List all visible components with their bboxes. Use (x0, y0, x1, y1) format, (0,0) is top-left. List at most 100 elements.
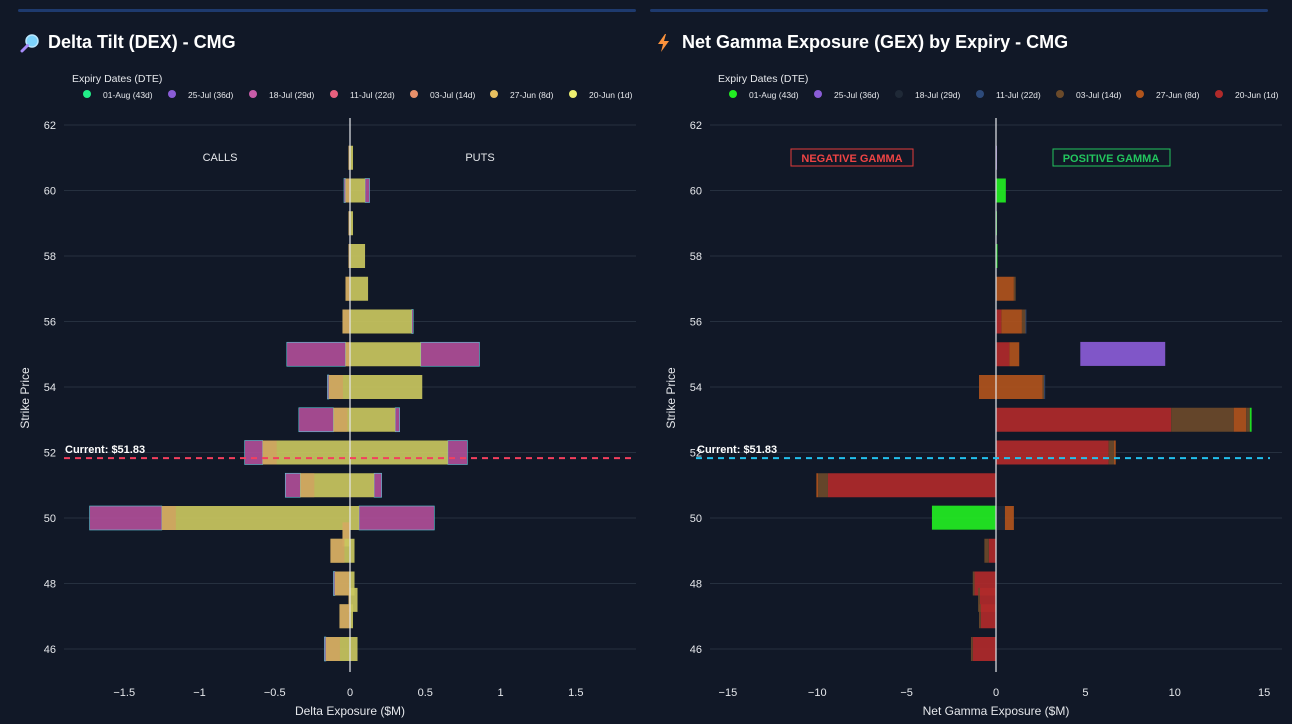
y-axis-label: Strike Price (18, 367, 32, 429)
positive-gamma-annotation: POSITIVE GAMMA (1063, 153, 1160, 165)
bar-calls-edge-3 (348, 244, 350, 268)
bar-segment-14-0 (988, 538, 996, 563)
x-tick-label-6: 15 (1258, 687, 1270, 699)
y-tick-label-60: 60 (44, 186, 56, 198)
negative-gamma-annotation: NEGATIVE GAMMA (801, 153, 902, 165)
x-tick-label-4: 5 (1082, 687, 1088, 699)
positive-gamma-box (1052, 148, 1171, 167)
y-tick-label-62: 62 (690, 120, 702, 132)
bar-puts-16 (350, 604, 354, 629)
bar-segment-16-1 (978, 587, 980, 612)
x-tick-label-0: −1.5 (113, 687, 135, 699)
bar-segment-6-1 (1009, 342, 1020, 367)
legend-marker-6 (569, 90, 577, 98)
bar-segment-18-0 (972, 637, 996, 661)
bar-segment-10-1 (1108, 440, 1114, 465)
bar-segment-10-2 (1113, 440, 1116, 465)
x-tick-label-6: 1.5 (568, 687, 583, 699)
bar-segment-13-0 (931, 505, 996, 530)
bar-calls-edge-2 (348, 211, 350, 236)
dex-chart: Expiry Dates (DTE) 01-Aug (43d) 25-Jul (36… (18, 73, 636, 718)
bar-segment-1-0 (996, 178, 1006, 203)
calls-annotation: CALLS (203, 152, 238, 164)
bar-segment-14-1 (984, 538, 989, 563)
x-tick-label-1: −1 (193, 687, 206, 699)
bar-segment-3-0 (996, 244, 998, 268)
legend-label-6: 20-Jun (1d) (589, 90, 633, 100)
legend-marker-2 (249, 90, 257, 98)
bar-puts-magenta-9 (447, 440, 468, 465)
legend-label-3: 11-Jul (22d) (996, 90, 1041, 100)
bar-segment-12-1 (1004, 506, 1014, 530)
bar-puts-9 (350, 440, 448, 465)
bar-calls-edge-13 (330, 538, 345, 563)
current-price-label: Current: $51.83 (697, 444, 777, 456)
bar-calls-edge-9 (262, 440, 277, 465)
bar-calls-magenta-6 (286, 341, 346, 367)
x-axis-label: Net Gamma Exposure ($M) (923, 704, 1070, 718)
legend-label-2: 18-Jul (29d) (915, 90, 961, 100)
y-tick-label-58: 58 (44, 251, 56, 263)
y-tick-label-48: 48 (690, 579, 702, 591)
legend-marker-1 (814, 90, 822, 98)
y-tick-label-56: 56 (690, 317, 702, 329)
bar-calls-edge-16 (339, 604, 350, 629)
panel-top-border-right (650, 9, 1268, 12)
bar-segment-8-0 (979, 375, 996, 399)
bar-puts-magenta-11 (358, 505, 435, 531)
x-tick-label-0: −15 (719, 687, 738, 699)
bar-segment-9-2 (1233, 407, 1247, 432)
y-tick-label-54: 54 (44, 382, 56, 394)
lightning-icon (654, 33, 674, 53)
bar-calls-edge-8 (333, 407, 348, 432)
bar-puts-3 (350, 244, 366, 268)
bar-calls-9 (262, 440, 350, 465)
bar-puts-15 (350, 587, 358, 612)
bar-calls-11 (161, 506, 350, 530)
bar-segment-8-2 (1042, 375, 1045, 399)
gex-panel-title: Net Gamma Exposure (GEX) by Expiry - CMG (654, 32, 1068, 53)
legend-title: Expiry Dates (DTE) (72, 73, 162, 85)
x-tick-label-3: 0 (347, 687, 353, 699)
y-tick-label-50: 50 (44, 513, 56, 525)
bar-puts-8 (350, 407, 396, 432)
bar-calls-magenta-7 (327, 374, 330, 400)
x-tick-label-5: 1 (497, 687, 503, 699)
bar-segment-15-1 (972, 571, 975, 596)
bar-calls-edge-0 (348, 145, 350, 170)
x-axis-label: Delta Exposure ($M) (295, 704, 405, 718)
bar-calls-magenta-1 (343, 178, 346, 203)
bar-segment-6-0 (996, 342, 1010, 367)
bar-calls-magenta-10 (284, 472, 301, 498)
magnifier-icon (20, 33, 40, 53)
bar-segment-11-2 (816, 473, 819, 498)
bar-puts-2 (350, 211, 354, 236)
y-tick-label-52: 52 (690, 448, 702, 460)
bar-puts-0 (350, 145, 354, 170)
bar-calls-edge-17 (325, 637, 340, 661)
bar-segment-5-2 (1021, 309, 1026, 334)
y-tick-label-46: 46 (44, 644, 56, 656)
legend-marker-0 (83, 90, 91, 98)
legend-marker-5 (490, 90, 498, 98)
legend-marker-3 (330, 90, 338, 98)
bar-puts-magenta-10 (373, 472, 382, 498)
bar-calls-edge-14 (334, 571, 349, 596)
y-tick-label-54: 54 (690, 382, 702, 394)
x-tick-label-2: −5 (900, 687, 913, 699)
bar-segment-9-1 (1171, 407, 1234, 432)
bar-segment-11-1 (818, 473, 828, 498)
gex-title-text: Net Gamma Exposure (GEX) by Expiry - CMG (682, 32, 1069, 52)
bar-calls-edge-7 (328, 375, 343, 399)
negative-gamma-box (790, 148, 914, 167)
y-tick-label-52: 52 (44, 448, 56, 460)
legend-marker-2 (895, 90, 903, 98)
legend-marker-4 (1056, 90, 1064, 98)
legend-marker-1 (168, 90, 176, 98)
bar-puts-14 (350, 571, 355, 596)
legend-label-2: 18-Jul (29d) (269, 90, 315, 100)
legend-label-6: 20-Jun (1d) (1235, 90, 1279, 100)
bar-puts-magenta-5 (411, 309, 414, 334)
bar-segment-9-0 (996, 407, 1172, 432)
bar-puts-17 (350, 637, 358, 661)
